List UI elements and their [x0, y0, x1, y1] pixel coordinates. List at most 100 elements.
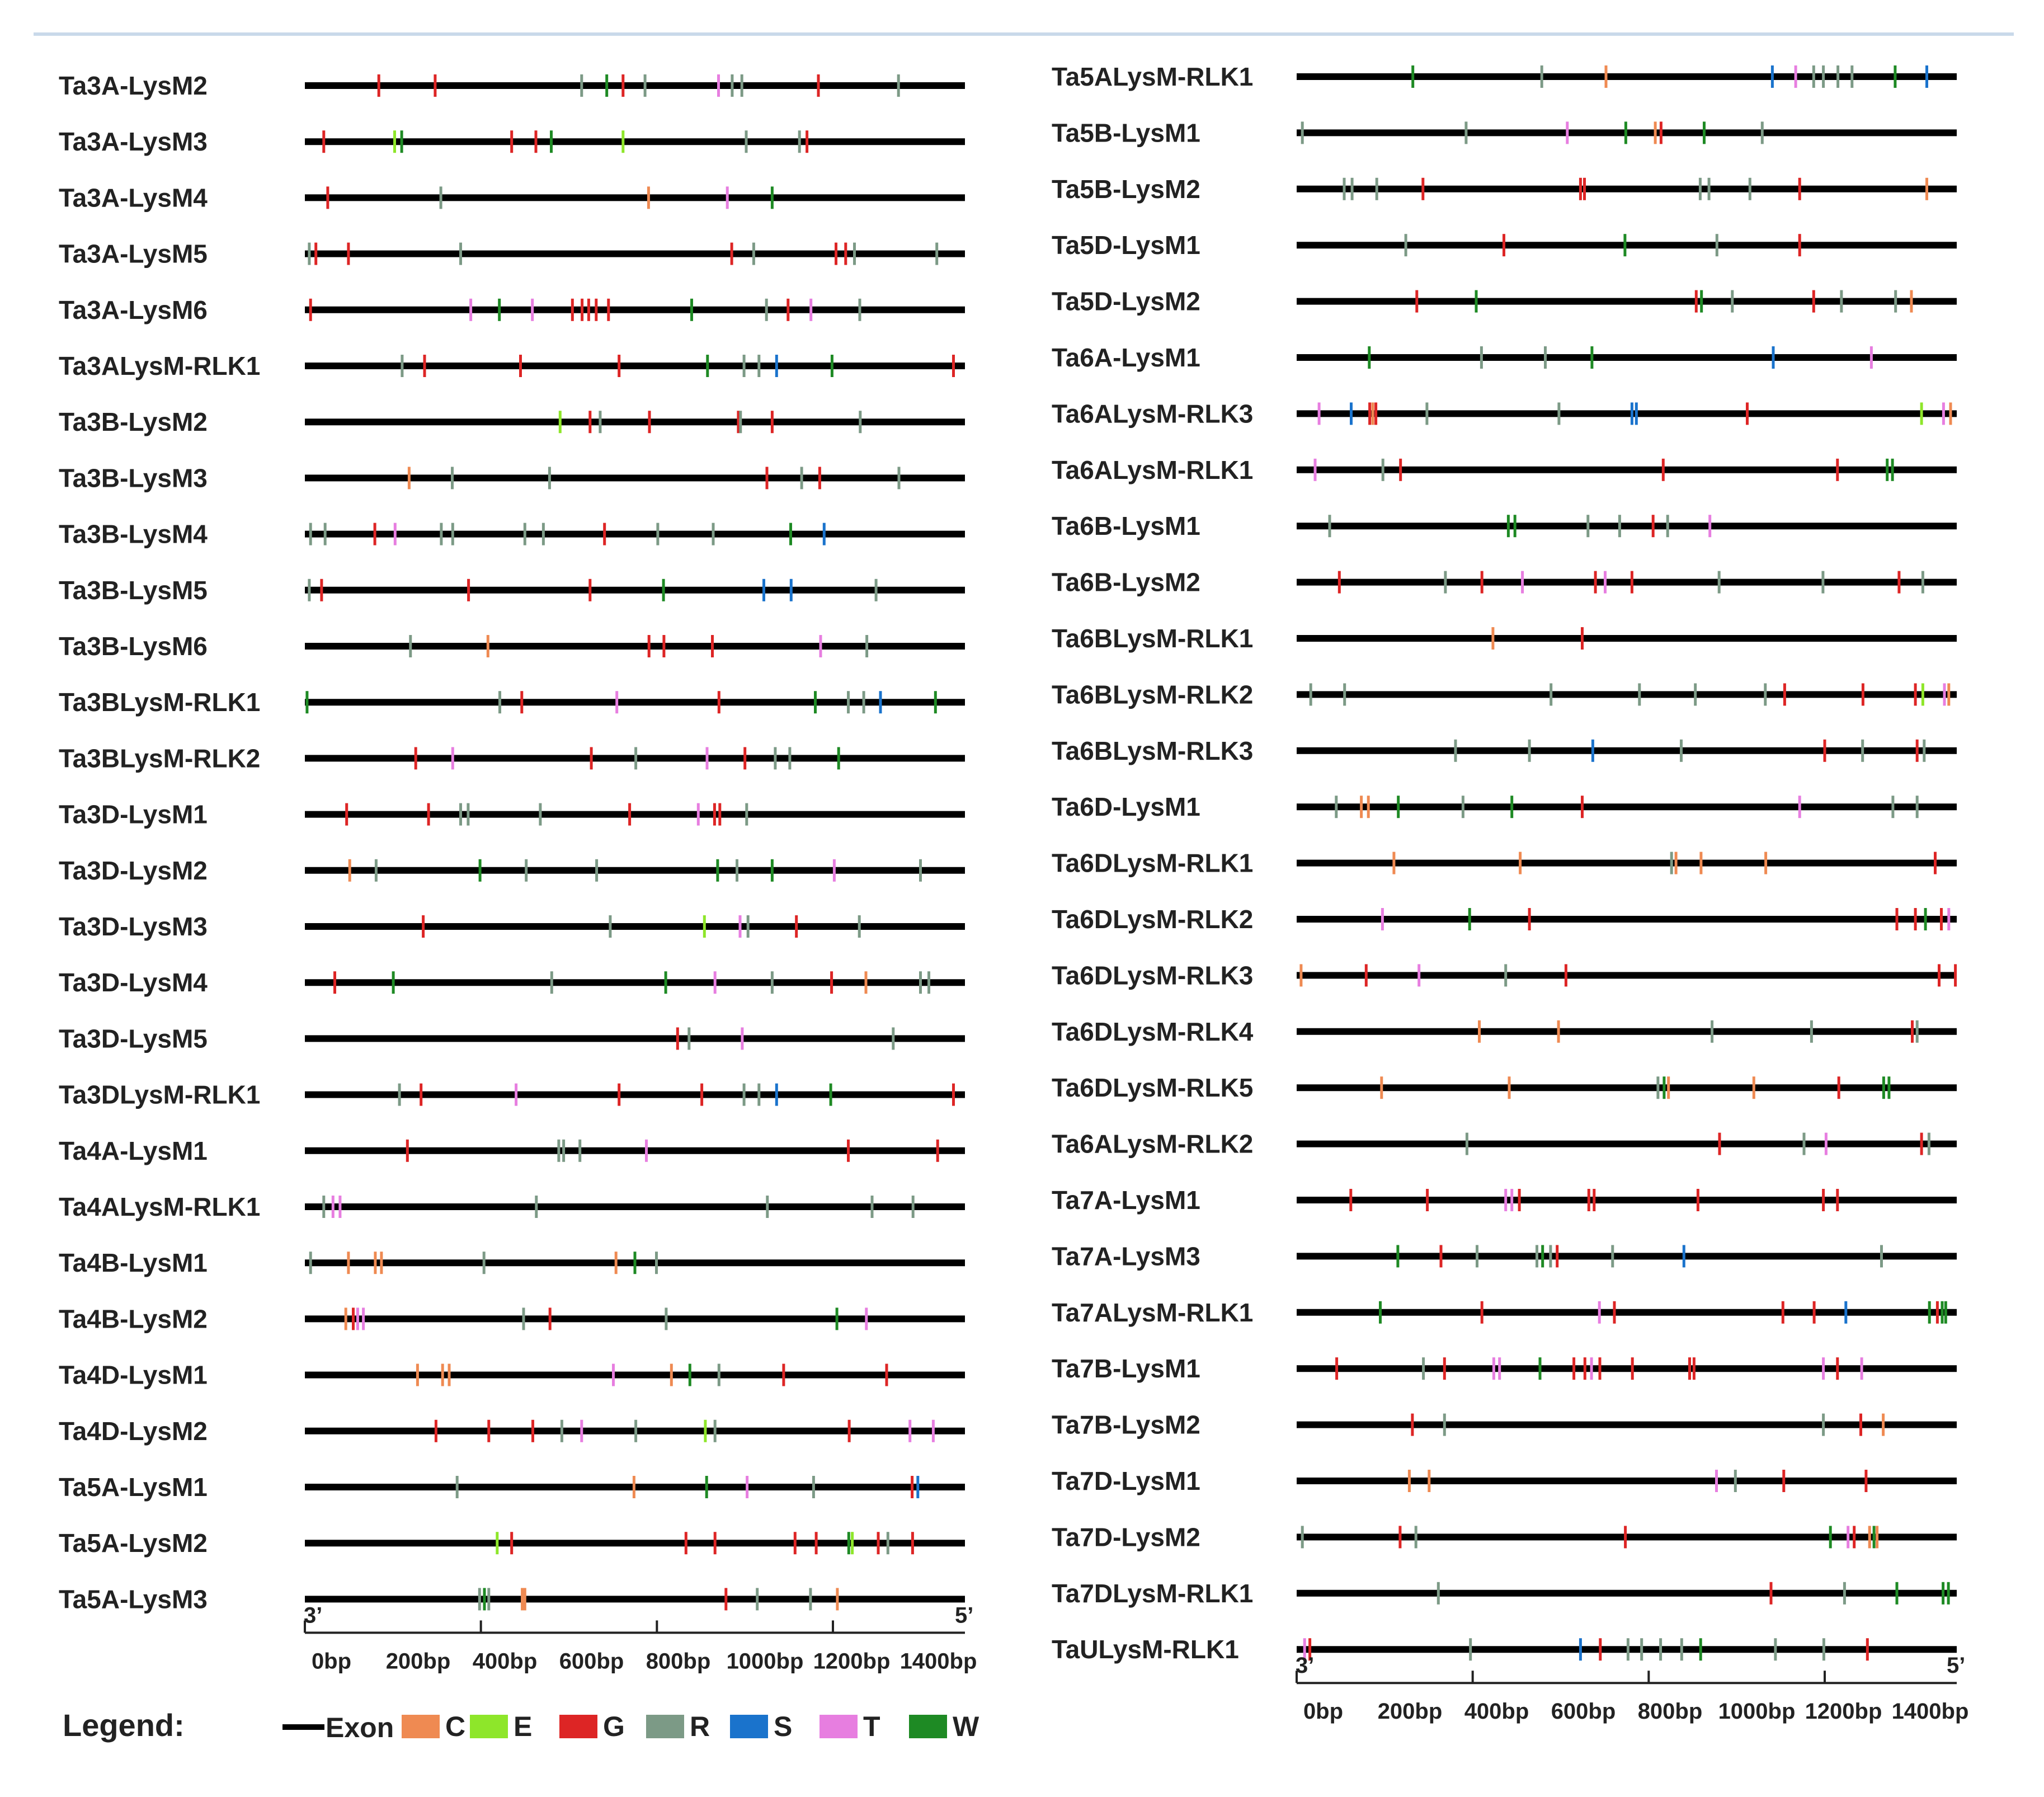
cis-element-mark-C [1882, 1413, 1885, 1436]
gene-name: Ta6BLysM-RLK2 [1052, 680, 1253, 709]
gene-name: Ta5A-LysM3 [59, 1584, 208, 1613]
cis-element-mark-G [581, 298, 584, 321]
cis-element-mark-G [786, 298, 790, 321]
cis-element-mark-W [1886, 458, 1889, 481]
gene-name: Ta7D-LysM1 [1052, 1466, 1200, 1495]
gene-name: Ta3DLysM-RLK1 [59, 1080, 260, 1109]
cis-element-mark-G [519, 355, 522, 377]
cis-element-mark-T [1498, 1357, 1501, 1380]
cis-element-mark-G [1581, 796, 1584, 818]
cis-element-mark-R [687, 1027, 691, 1050]
cis-element-mark-R [1465, 1132, 1468, 1155]
cis-element-mark-G [770, 411, 774, 434]
gene-row: Ta3ALysM-RLK1 [59, 351, 965, 380]
cis-element-mark-E [1920, 402, 1923, 425]
cis-element-mark-G [1914, 683, 1917, 706]
cis-element-mark-R [1717, 571, 1721, 594]
gene-row: Ta3B-LysM2 [59, 407, 965, 436]
cis-element-mark-R [742, 355, 746, 377]
cis-element-mark-R [1880, 1245, 1883, 1268]
cis-element-mark-R [1536, 1245, 1538, 1268]
cis-element-mark-W [1942, 1582, 1945, 1605]
cis-element-mark-T [580, 1419, 583, 1442]
cis-element-mark-R [322, 1196, 326, 1218]
cis-element-mark-R [736, 859, 738, 882]
gene-row: Ta5A-LysM3 [59, 1584, 965, 1613]
cis-element-mark-G [1935, 1301, 1939, 1324]
cis-element-mark-R [809, 1588, 812, 1611]
cis-element-mark-R [935, 242, 939, 265]
gene-row: Ta6B-LysM1 [1052, 511, 1957, 540]
cis-element-mark-S [1579, 1638, 1582, 1661]
cis-element-mark-G [713, 1532, 717, 1555]
cis-element-mark-W [392, 971, 395, 994]
cis-element-mark-G [1439, 1245, 1443, 1268]
gene-row: Ta3A-LysM6 [59, 295, 965, 324]
cis-element-mark-R [752, 242, 755, 265]
gene-name: Ta5D-LysM1 [1052, 230, 1200, 260]
cis-element-mark-R [739, 411, 742, 434]
gene-name: Ta6DLysM-RLK5 [1052, 1073, 1253, 1102]
gene-row: Ta3D-LysM1 [59, 800, 965, 829]
cis-element-mark-R [862, 691, 865, 714]
cis-element-mark-W [814, 691, 817, 714]
cis-element-mark-R [665, 1307, 668, 1330]
cis-element-mark-G [1920, 1132, 1923, 1155]
cis-element-mark-G [1866, 1638, 1869, 1661]
cis-element-mark-T [338, 1196, 342, 1218]
legend-label: E [514, 1711, 532, 1742]
cis-element-mark-R [886, 1532, 889, 1555]
gene-row: Ta6ALysM-RLK3 [1052, 399, 1957, 428]
cis-element-mark-R [539, 803, 542, 826]
gene-name: Ta5ALysM-RLK1 [1052, 62, 1253, 91]
cis-element-mark-R [1850, 65, 1854, 88]
cis-element-mark-G [618, 355, 621, 377]
cis-element-mark-G [1593, 1189, 1596, 1211]
cis-element-mark-T [865, 1307, 868, 1330]
cis-element-mark-W [1541, 1245, 1544, 1268]
cis-element-mark-G [1337, 571, 1341, 594]
cis-element-mark-R [1894, 290, 1897, 313]
cis-element-mark-C [836, 1588, 839, 1611]
gene-name: Ta3A-LysM5 [59, 239, 208, 269]
cis-element-mark-G [724, 1588, 728, 1611]
cis-element-mark-G [603, 523, 606, 545]
cis-element-mark-C [1764, 852, 1768, 874]
cis-element-mark-T [738, 915, 742, 938]
cis-element-mark-R [1748, 177, 1751, 200]
top-border-rule [34, 32, 2014, 36]
scale-label: 600bp [559, 1649, 624, 1673]
scale-label: 1000bp [727, 1649, 804, 1673]
cis-element-mark-R [451, 467, 454, 490]
cis-element-mark-W [690, 298, 693, 321]
gene-name: Ta3A-LysM2 [59, 71, 208, 100]
cis-element-mark-C [1519, 852, 1522, 874]
cis-element-mark-C [1947, 683, 1951, 706]
cis-element-mark-C [348, 859, 351, 882]
cis-element-mark-W [688, 1363, 691, 1386]
cis-element-mark-G [1335, 1357, 1339, 1380]
cis-element-mark-R [870, 1196, 874, 1218]
cis-element-mark-R [798, 130, 801, 153]
cis-element-mark-R [756, 1588, 759, 1611]
cis-element-mark-R [1550, 683, 1553, 706]
cis-element-mark-W [1662, 1076, 1666, 1099]
cis-element-mark-R [757, 1083, 761, 1106]
cis-element-mark-W [662, 578, 665, 601]
cis-element-mark-R [1309, 683, 1312, 706]
legend-label: R [690, 1711, 710, 1742]
cis-element-mark-C [1674, 852, 1678, 874]
cis-element-mark-R [580, 74, 583, 97]
cis-element-mark-G [607, 298, 610, 321]
cis-element-mark-R [1680, 739, 1683, 762]
bp-scale-right: 3’ 5’ 0bp 200bp 400bp 600bp 800bp 1000bp 1200bp 1… [1296, 1653, 1968, 1724]
cis-element-mark-R [740, 74, 743, 97]
gene-name: TaULysM-RLK1 [1052, 1635, 1239, 1664]
cis-element-mark-T [713, 971, 717, 994]
cis-element-mark-T [908, 1419, 912, 1442]
cis-element-mark-G [847, 1419, 851, 1442]
cis-element-mark-G [1861, 683, 1864, 706]
cis-element-mark-G [1934, 852, 1937, 874]
cis-element-mark-R [1301, 1526, 1304, 1549]
legend-label: Exon [326, 1712, 394, 1743]
